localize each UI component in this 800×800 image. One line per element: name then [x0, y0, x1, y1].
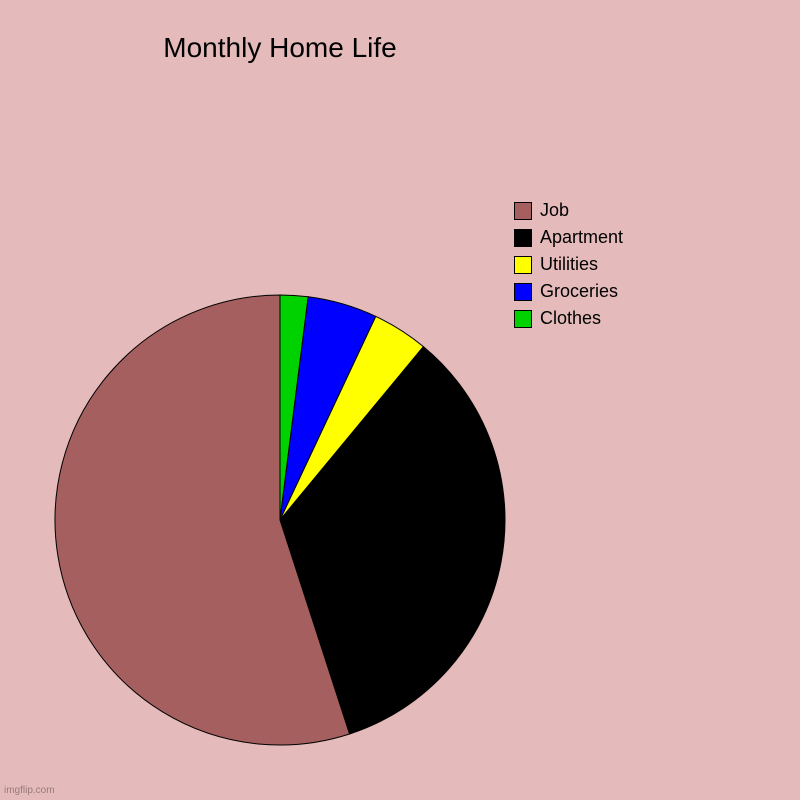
legend-swatch: [514, 229, 532, 247]
legend-item: Groceries: [514, 281, 623, 302]
legend-label: Job: [540, 200, 569, 221]
legend-item: Apartment: [514, 227, 623, 248]
legend-label: Clothes: [540, 308, 601, 329]
legend-label: Utilities: [540, 254, 598, 275]
watermark-text: imgflip.com: [4, 785, 55, 796]
legend-item: Clothes: [514, 308, 623, 329]
legend-item: Job: [514, 200, 623, 221]
legend-label: Apartment: [540, 227, 623, 248]
legend: Job Apartment Utilities Groceries Clothes: [514, 200, 623, 335]
legend-label: Groceries: [540, 281, 618, 302]
chart-canvas: Monthly Home Life JobApartmentUtilitiesG…: [0, 0, 800, 800]
legend-swatch: [514, 283, 532, 301]
legend-swatch: [514, 310, 532, 328]
legend-swatch: [514, 202, 532, 220]
legend-item: Utilities: [514, 254, 623, 275]
pie-chart: [0, 0, 800, 800]
legend-swatch: [514, 256, 532, 274]
